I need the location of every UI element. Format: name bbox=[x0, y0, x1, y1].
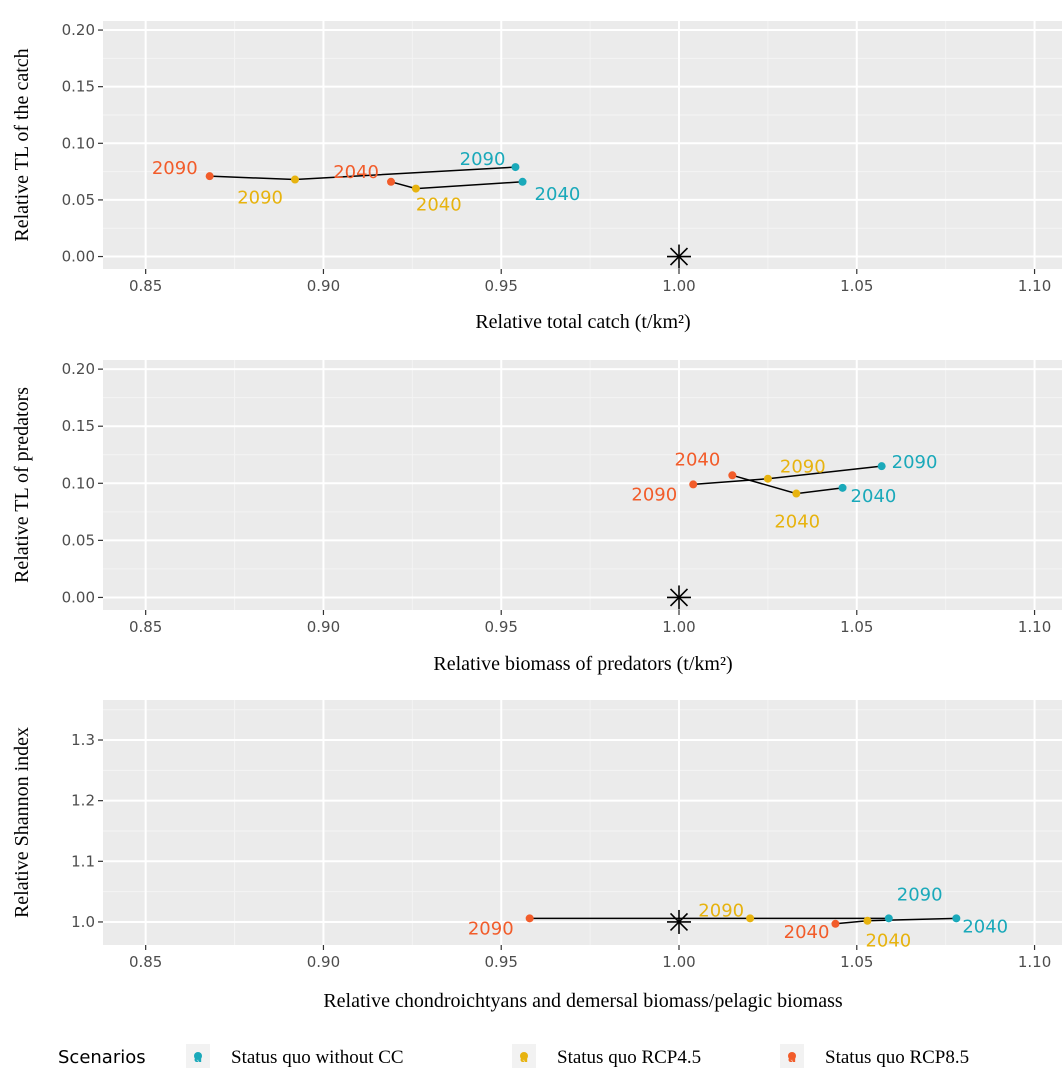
x-tick-label: 1.00 bbox=[662, 953, 695, 971]
y-axis-title: Relative Shannon index bbox=[11, 727, 33, 918]
x-tick-label: 1.10 bbox=[1018, 618, 1051, 636]
point-label: 2090 bbox=[698, 900, 744, 921]
chart-panel-2: 0.85 0.90 0.95 1.00 1.05 1.10 0.00 0.05 0.10 0.15… bbox=[11, 360, 1062, 675]
y-tick-label: 0.20 bbox=[62, 21, 95, 39]
y-tick-label: 0.10 bbox=[62, 134, 95, 152]
legend-title: Scenarios bbox=[58, 1047, 146, 1068]
y-tick-label: 0.10 bbox=[62, 474, 95, 492]
reference-asterisk-marker bbox=[667, 244, 691, 269]
data-point bbox=[838, 483, 847, 492]
data-point bbox=[877, 462, 886, 471]
y-tick-label: 1.1 bbox=[71, 852, 95, 870]
x-tick-label: 0.95 bbox=[485, 953, 518, 971]
x-tick-label: 0.85 bbox=[129, 277, 162, 295]
x-tick-label: 0.90 bbox=[307, 618, 340, 636]
data-point bbox=[511, 163, 520, 172]
point-letter-a-icon: a bbox=[520, 1051, 528, 1065]
x-axis-title: Relative total catch (t/km²) bbox=[475, 311, 690, 333]
asterisk-stroke bbox=[669, 912, 689, 932]
y-axis-title: Relative TL of predators bbox=[11, 387, 33, 583]
point-label: 2090 bbox=[460, 149, 506, 170]
point-letter-a-icon: a bbox=[194, 1051, 202, 1065]
point-letter-a-icon: a bbox=[788, 1051, 796, 1065]
data-point bbox=[387, 177, 395, 186]
y-tick-label: 0.05 bbox=[62, 531, 95, 549]
x-tick-label: 0.95 bbox=[485, 618, 518, 636]
point-label: 2040 bbox=[416, 195, 462, 216]
data-point bbox=[728, 471, 737, 480]
x-tick-label: 1.00 bbox=[662, 618, 695, 636]
data-point bbox=[689, 480, 698, 489]
panel-background bbox=[103, 700, 1062, 945]
legend-item-label: Status quo RCP8.5 bbox=[825, 1047, 969, 1068]
point-label: 2040 bbox=[774, 512, 820, 533]
point-label: 2090 bbox=[237, 188, 283, 209]
x-tick-label: 1.05 bbox=[840, 618, 873, 636]
y-tick-label: 0.00 bbox=[62, 588, 95, 606]
point-label: 2090 bbox=[780, 457, 826, 478]
asterisk-stroke bbox=[669, 247, 689, 266]
x-tick-label: 0.85 bbox=[129, 953, 162, 971]
point-label: 2040 bbox=[333, 162, 379, 183]
chart-panel-3: 0.85 0.90 0.95 1.00 1.05 1.10 1.0 1.1 1.2 1.3 2040… bbox=[11, 700, 1062, 1012]
panel-background bbox=[103, 360, 1062, 610]
legend-key-point bbox=[788, 1052, 796, 1060]
data-point bbox=[863, 916, 872, 925]
legend-item-label: Status quo RCP4.5 bbox=[557, 1047, 701, 1068]
y-tick-label: 0.20 bbox=[62, 360, 95, 378]
data-point bbox=[831, 919, 840, 928]
x-tick-label: 1.00 bbox=[662, 277, 695, 295]
data-point bbox=[411, 184, 420, 193]
x-tick-label: 0.85 bbox=[129, 618, 162, 636]
point-label: 2040 bbox=[535, 184, 581, 205]
point-label: 2040 bbox=[675, 449, 721, 470]
point-label: 2090 bbox=[892, 452, 938, 473]
chart-panel-1: 0.85 0.90 0.95 1.00 1.05 1.10 0.00 0.05 0.10 0.15… bbox=[11, 21, 1062, 333]
x-tick-label: 0.90 bbox=[307, 277, 340, 295]
point-label: 2090 bbox=[468, 918, 514, 939]
data-point bbox=[291, 175, 299, 184]
point-label: 2040 bbox=[865, 931, 911, 952]
data-point bbox=[746, 914, 755, 923]
asterisk-stroke bbox=[669, 588, 689, 607]
point-label: 2090 bbox=[631, 484, 677, 505]
x-tick-label: 0.90 bbox=[307, 953, 340, 971]
point-label: 2090 bbox=[897, 884, 943, 905]
point-label: 2090 bbox=[152, 158, 198, 179]
y-axis-title: Relative TL of the catch bbox=[11, 48, 33, 241]
x-tick-label: 1.10 bbox=[1018, 277, 1051, 295]
y-tick-label: 0.00 bbox=[62, 248, 95, 266]
reference-asterisk-marker bbox=[667, 909, 691, 934]
data-point bbox=[763, 474, 772, 483]
data-point bbox=[205, 172, 214, 181]
data-point bbox=[792, 489, 801, 498]
x-tick-label: 1.10 bbox=[1018, 953, 1051, 971]
x-tick-label: 0.95 bbox=[485, 277, 518, 295]
x-tick-label: 1.05 bbox=[840, 953, 873, 971]
y-tick-label: 1.0 bbox=[71, 913, 95, 931]
data-point bbox=[525, 914, 534, 923]
x-axis-title: Relative chondroichtyans and demersal bi… bbox=[323, 990, 843, 1012]
x-tick-label: 1.05 bbox=[840, 277, 873, 295]
data-point bbox=[884, 914, 893, 923]
panel-background bbox=[103, 21, 1062, 269]
point-label: 2040 bbox=[784, 922, 830, 943]
x-axis-title: Relative biomass of predators (t/km²) bbox=[433, 653, 732, 675]
y-tick-label: 0.15 bbox=[62, 417, 95, 435]
y-tick-label: 0.05 bbox=[62, 191, 95, 209]
data-point bbox=[518, 177, 527, 186]
point-label: 2040 bbox=[962, 916, 1008, 937]
legend: Scenarios a Status quo without CC a Status q… bbox=[58, 1044, 969, 1068]
legend-key-point bbox=[194, 1052, 202, 1060]
y-tick-label: 1.3 bbox=[71, 731, 95, 749]
point-label: 2040 bbox=[851, 486, 897, 507]
y-tick-label: 0.15 bbox=[62, 78, 95, 96]
reference-asterisk-marker bbox=[667, 585, 691, 610]
legend-item-label: Status quo without CC bbox=[231, 1047, 404, 1068]
data-point bbox=[952, 914, 961, 923]
legend-key-point bbox=[520, 1052, 528, 1060]
y-tick-label: 1.2 bbox=[71, 792, 95, 810]
